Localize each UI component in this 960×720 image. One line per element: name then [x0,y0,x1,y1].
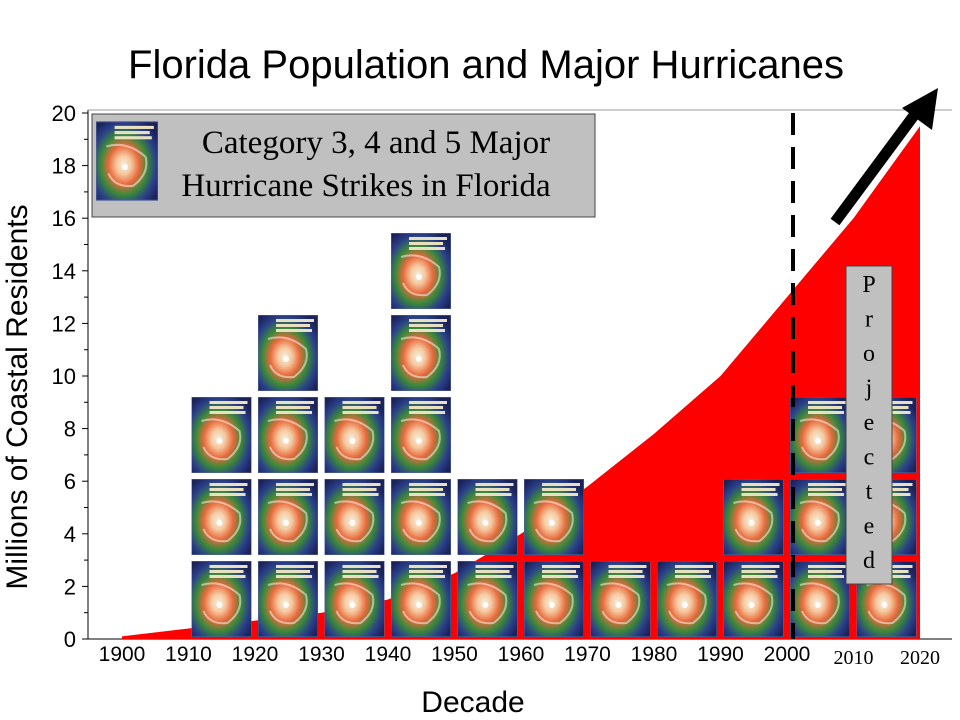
hurricane-icon [457,561,518,637]
x-tick-label: 2020 [900,647,940,669]
x-tick-label: 1920 [232,643,279,666]
hurricane-icon [723,479,784,555]
hurricane-icon [324,397,385,473]
trend-arrow-icon [830,88,938,226]
plot-area [87,88,952,640]
projected-letter: o [863,341,875,367]
hurricane-icon [590,561,651,637]
hurricane-icon [258,397,318,473]
y-tick-label: 4 [64,522,76,547]
hurricane-icon [258,479,318,555]
hurricane-stack-1920 [258,315,318,637]
hurricane-stack-1970 [590,561,651,637]
y-tick-label: 12 [52,311,76,336]
x-tick-label: 1910 [165,643,212,666]
hurricane-icon [790,397,850,473]
projected-box-bg [845,265,893,585]
hurricane-icon [790,479,850,555]
x-tick-label: 1970 [564,643,611,666]
hurricane-icon [258,315,318,391]
trend-arrow-shaft [830,106,923,226]
x-tick-label: 1930 [298,643,345,666]
hurricane-icon [524,561,584,637]
x-tick-label: 1980 [631,643,678,666]
projected-letter: P [862,272,875,298]
hurricane-icon [391,397,451,473]
y-tick-label: 14 [52,259,76,284]
hurricane-icon [524,479,584,555]
hurricane-icon [457,479,518,555]
legend: Category 3, 4 and 5 Major Hurricane Stri… [91,113,596,218]
hurricane-icon [391,561,451,637]
x-tick-label: 1950 [431,643,478,666]
hurricane-icon [657,561,717,637]
y-tick-label: 20 [52,101,76,126]
x-tick-label: 1940 [365,643,412,666]
chart-title: Florida Population and Major Hurricanes [128,43,844,87]
projected-letter: c [864,445,875,471]
hurricane-stack-2000 [790,397,850,637]
hurricane-stack-1930 [324,397,385,637]
trend-arrow-head [902,88,938,130]
hurricane-icon [191,479,252,555]
legend-line-1: Category 3, 4 and 5 Major [202,125,550,161]
population-area [122,126,920,639]
y-tick-label: 10 [52,364,76,389]
y-tick-label: 0 [64,627,76,652]
projected-letter: e [864,410,875,436]
hurricane-icon [324,479,385,555]
hurricane-stack-1980 [657,561,717,637]
x-tick-label: 1990 [697,643,744,666]
legend-hurricane-icon [96,121,158,201]
hurricane-icon [391,479,451,555]
projected-letter: j [865,376,873,402]
x-tick-label: 1900 [99,643,146,666]
y-tick-label: 8 [64,417,76,442]
y-axis-label: Millions of Coastal Residents [1,204,34,589]
projected-letter: r [865,307,873,333]
hurricane-icon [324,561,385,637]
hurricane-icon [191,397,252,473]
legend-line-2: Hurricane Strikes in Florida [181,168,551,204]
x-tick-label: 1960 [498,643,545,666]
y-tick-label: 2 [64,574,76,599]
hurricane-icon [391,315,451,391]
x-tick-label: 2000 [764,643,811,666]
hurricane-icon [723,561,784,637]
hurricane-icon [258,561,318,637]
hurricane-icon [790,561,850,637]
projected-letter: e [864,514,875,540]
x-axis-label: Decade [421,686,524,719]
hurricane-icon [391,233,451,309]
projected-letter: d [863,548,875,574]
y-tick-label: 6 [64,469,76,494]
legend-box [91,113,596,218]
x-axis: 1900 1910 1920 1930 1940 1950 1960 1970 1980 1990… [99,643,940,669]
x-tick-label: 2010 [834,647,874,669]
hurricane-stack-1910 [191,397,252,637]
projected-letter: t [866,479,873,505]
y-tick-label: 18 [52,154,76,179]
y-axis: 0 2 4 6 8 10 12 14 16 18 20 [52,101,88,652]
hurricane-icon [191,561,252,637]
y-tick-label: 16 [52,206,76,231]
hurricane-stack-1940 [391,233,451,637]
